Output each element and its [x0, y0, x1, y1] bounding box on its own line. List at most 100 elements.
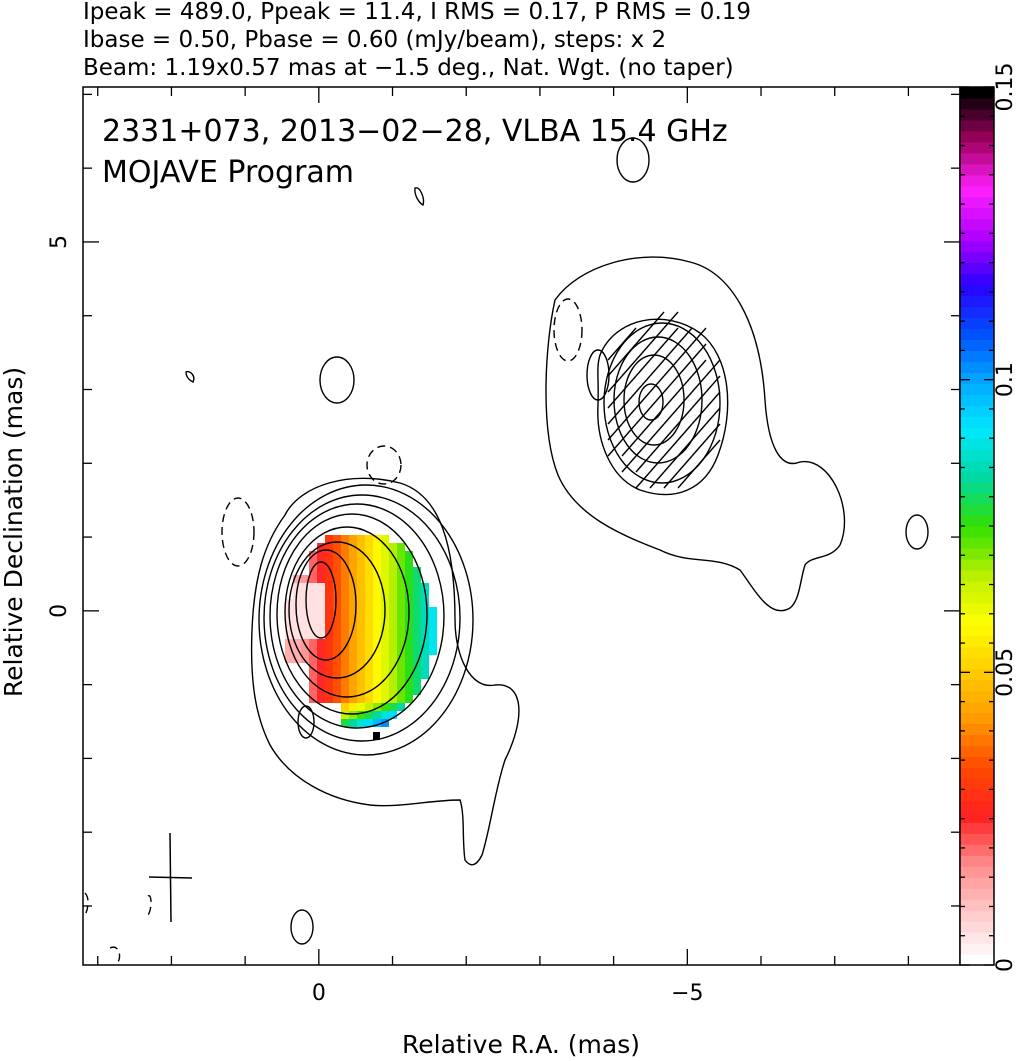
- pol-pixel: [373, 663, 381, 671]
- pol-pixel: [357, 551, 365, 559]
- pol-pixel: [381, 543, 389, 551]
- pol-pixel: [397, 543, 405, 551]
- pol-pixel: [421, 607, 429, 615]
- pol-pixel: [421, 671, 429, 679]
- pol-pixel: [397, 663, 405, 671]
- evpa-tick: [635, 423, 651, 441]
- pol-pixel: [349, 551, 357, 559]
- contour-blob-2: [616, 137, 650, 183]
- pol-pixel: [381, 623, 389, 631]
- pol-pixel: [349, 663, 357, 671]
- pol-pixel: [333, 671, 341, 679]
- evpa-tick: [635, 407, 651, 425]
- pol-pixel: [293, 631, 301, 639]
- pol-pixel: [341, 671, 349, 679]
- pol-pixel: [309, 663, 317, 671]
- pol-pixel: [389, 711, 397, 719]
- evpa-tick: [621, 343, 637, 361]
- pol-pixel: [301, 583, 309, 591]
- colorbar-step: [960, 624, 994, 637]
- pol-pixel: [381, 695, 389, 703]
- pol-pixel: [349, 631, 357, 639]
- pol-pixel: [365, 623, 373, 631]
- colorbar-step: [960, 515, 994, 527]
- contour-jet-1: [638, 383, 664, 421]
- pol-pixel: [381, 591, 389, 599]
- pol-pixel: [365, 631, 373, 639]
- pol-pixel: [365, 607, 373, 615]
- evpa-tick: [635, 343, 651, 361]
- evpa-tick: [691, 407, 707, 425]
- colorbar-step: [960, 756, 994, 769]
- pol-pixel: [381, 711, 389, 719]
- pol-pixel: [397, 639, 405, 647]
- pol-pixel: [325, 559, 333, 567]
- pol-pixel: [349, 615, 357, 623]
- pol-pixel: [397, 575, 405, 583]
- colorbar-tick-label: 0: [993, 958, 1018, 972]
- pol-pixel: [373, 607, 381, 615]
- colorbar-step: [960, 394, 994, 406]
- pol-pixel: [397, 679, 405, 687]
- colorbar-step: [960, 317, 994, 330]
- colorbar-step: [960, 174, 994, 187]
- pol-pixel: [333, 551, 341, 559]
- pol-pixel: [317, 663, 325, 671]
- pol-pixel: [405, 551, 413, 559]
- pol-pixel: [381, 655, 389, 663]
- pol-pixel: [373, 559, 381, 567]
- pol-pixel: [429, 623, 437, 631]
- pol-pixel: [309, 607, 317, 615]
- pol-pixel: [293, 599, 301, 607]
- pol-pixel: [373, 599, 381, 607]
- pol-pixel: [341, 567, 349, 575]
- colorbar-step: [960, 185, 994, 198]
- pol-pixel: [325, 663, 333, 671]
- pol-pixel: [405, 591, 413, 599]
- pol-pixel: [413, 591, 421, 599]
- pol-pixel: [373, 615, 381, 623]
- pol-pixel: [325, 655, 333, 663]
- pol-pixel: [373, 623, 381, 631]
- evpa-tick: [677, 439, 693, 457]
- pol-pixel: [413, 639, 421, 647]
- pol-pixel: [317, 551, 325, 559]
- pol-pixel: [389, 559, 397, 567]
- pol-pixel: [365, 663, 373, 671]
- pol-pixel: [333, 543, 341, 551]
- pol-pixel: [413, 679, 421, 687]
- colorbar-step: [960, 119, 994, 132]
- pol-pixel: [341, 591, 349, 599]
- pol-pixel: [429, 631, 437, 639]
- pol-pixel: [421, 663, 429, 671]
- colorbar-step: [960, 536, 994, 549]
- pol-pixel: [373, 639, 381, 647]
- pol-pixel: [309, 647, 317, 655]
- pol-pixel: [317, 639, 325, 647]
- evpa-tick: [649, 311, 665, 329]
- x-tick-label: −5: [671, 981, 703, 1006]
- pol-pixel: [333, 591, 341, 599]
- evpa-tick: [649, 343, 665, 361]
- pol-pixel: [381, 583, 389, 591]
- pol-pixel: [365, 551, 373, 559]
- pol-pixel: [381, 719, 389, 727]
- evpa-tick: [607, 391, 623, 409]
- pol-pixel: [357, 679, 365, 687]
- pol-pixel: [397, 703, 405, 711]
- pol-pixel: [317, 559, 325, 567]
- pol-pixel: [389, 679, 397, 687]
- pol-pixel: [357, 711, 365, 719]
- pol-pixel: [365, 575, 373, 583]
- colorbar-step: [960, 306, 994, 319]
- pol-pixel: [349, 543, 357, 551]
- contour-jet-4: [603, 322, 721, 484]
- pol-pixel: [357, 719, 365, 727]
- evpa-tick: [691, 423, 707, 441]
- colorbar-step: [960, 767, 994, 780]
- evpa-tick: [691, 343, 707, 361]
- pol-pixel: [333, 679, 341, 687]
- evpa-tick: [607, 375, 623, 393]
- pol-pixel: [397, 591, 405, 599]
